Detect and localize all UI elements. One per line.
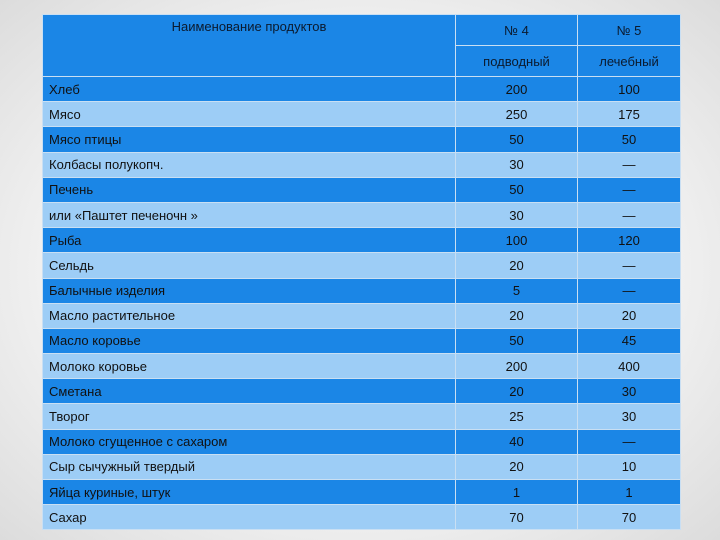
product-name-cell: Масло коровье: [42, 327, 456, 355]
value-col4-cell: 30: [455, 201, 578, 229]
table-row: Сельдь 20—: [42, 252, 681, 279]
product-name-cell: Сахар: [42, 504, 456, 531]
product-name-cell: Рыба: [42, 227, 456, 254]
table-row: Творог 25 30: [42, 403, 681, 430]
table-row: Сметана 20 30: [42, 378, 681, 405]
table-row: или «Паштет печеночн » 30—: [42, 201, 681, 229]
header-row-2: подводный лечебный: [43, 45, 681, 77]
value-col4-cell: 1: [455, 478, 578, 506]
value-col4-cell: 70: [455, 504, 578, 531]
header-row-1: Наименование продуктов № 4 № 5: [42, 14, 681, 77]
table-row: Молоко коровье 200 400: [42, 353, 681, 380]
table-row: Сыр сычужный твердый 20 10: [42, 453, 681, 481]
value-col4-cell: 40: [455, 428, 578, 455]
table-row: Мясо птицы 50 50: [42, 126, 681, 153]
product-name-cell: Печень: [42, 176, 456, 203]
table-row: Яйца куриные, штук 1 1: [42, 478, 681, 506]
table-row: Балычные изделия 5—: [42, 277, 681, 304]
value-col5-cell: —: [577, 277, 681, 304]
table-row: Печень 50—: [42, 176, 681, 203]
value-col4-cell: 250: [455, 101, 578, 128]
value-col4-cell: 20: [455, 453, 578, 481]
value-col4-cell: 20: [455, 252, 578, 279]
value-col5-cell: 1: [577, 478, 681, 506]
table-row: Сахар 70 70: [42, 504, 681, 531]
value-col5-cell: —: [577, 428, 681, 455]
value-col4-cell: 20: [455, 378, 578, 405]
value-col5-cell: —: [577, 201, 681, 229]
header-col5-subtitle: лечебный: [577, 45, 681, 77]
product-name-cell: Балычные изделия: [42, 277, 456, 304]
value-col5-cell: —: [577, 252, 681, 279]
table-row: Молоко сгущенное с сахаром 40—: [42, 428, 681, 455]
product-name-cell: Колбасы полукопч.: [42, 151, 456, 178]
value-col5-cell: —: [577, 151, 681, 178]
table-row: Колбасы полукопч. 30—: [42, 151, 681, 178]
product-name-cell: Масло растительное: [42, 302, 456, 329]
table-row: Рыба 100 120: [42, 227, 681, 254]
product-name-cell: Молоко сгущенное с сахаром: [42, 428, 456, 455]
value-col4-cell: 25: [455, 403, 578, 430]
value-col5-cell: 100: [577, 75, 681, 103]
ration-table-container: Наименование продуктов № 4 № 5 подводный…: [42, 14, 681, 531]
header-product-name: Наименование продуктов: [42, 14, 456, 77]
value-col5-cell: 50: [577, 126, 681, 153]
product-name-cell: Творог: [42, 403, 456, 430]
header-col4-subtitle: подводный: [455, 45, 578, 77]
value-col5-cell: —: [577, 176, 681, 203]
value-col5-cell: 175: [577, 101, 681, 128]
value-col5-cell: 70: [577, 504, 681, 531]
header-col4-number: № 4: [455, 14, 578, 46]
value-col4-cell: 50: [455, 176, 578, 203]
ration-table: Наименование продуктов № 4 № 5 подводный…: [42, 14, 681, 531]
product-name-cell: Мясо: [42, 101, 456, 128]
product-name-cell: Яйца куриные, штук: [42, 478, 456, 506]
value-col5-cell: 400: [577, 353, 681, 380]
header-col5-number: № 5: [577, 14, 681, 46]
value-col4-cell: 5: [455, 277, 578, 304]
value-col5-cell: 10: [577, 453, 681, 481]
value-col4-cell: 50: [455, 126, 578, 153]
value-col4-cell: 200: [455, 75, 578, 103]
table-row: Масло растительное 20 20: [42, 302, 681, 329]
table-row: Хлеб 200 100: [42, 75, 681, 103]
value-col5-cell: 20: [577, 302, 681, 329]
value-col5-cell: 30: [577, 378, 681, 405]
value-col4-cell: 200: [455, 353, 578, 380]
value-col4-cell: 100: [455, 227, 578, 254]
value-col4-cell: 30: [455, 151, 578, 178]
product-name-cell: Молоко коровье: [42, 353, 456, 380]
value-col5-cell: 30: [577, 403, 681, 430]
product-name-cell: Сельдь: [42, 252, 456, 279]
table-row: Мясо 250 175: [42, 101, 681, 128]
product-name-cell: Сметана: [42, 378, 456, 405]
product-name-cell: или «Паштет печеночн »: [42, 201, 456, 229]
value-col4-cell: 50: [455, 327, 578, 355]
value-col5-cell: 120: [577, 227, 681, 254]
product-name-cell: Мясо птицы: [42, 126, 456, 153]
table-row: Масло коровье 50 45: [42, 327, 681, 355]
product-name-cell: Хлеб: [42, 75, 456, 103]
value-col4-cell: 20: [455, 302, 578, 329]
product-name-cell: Сыр сычужный твердый: [42, 453, 456, 481]
value-col5-cell: 45: [577, 327, 681, 355]
